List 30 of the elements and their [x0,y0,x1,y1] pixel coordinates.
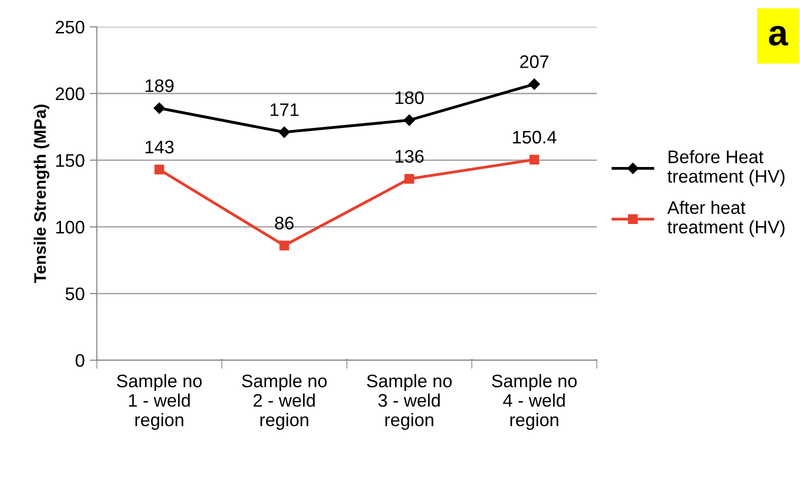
y-tick-label: 250 [56,20,84,34]
legend-label: After heat treatment (HV) [667,200,784,238]
y-axis-title: Tensile Strength (MPa) [34,104,50,283]
point [154,164,164,174]
data-label: 171 [270,104,298,116]
y-tick-label: 0 [76,354,84,367]
y-tick-label: 50 [66,287,84,300]
point [404,114,415,126]
point [279,240,290,250]
y-tick-label: 200 [56,87,84,100]
point [278,126,290,138]
point [404,174,414,184]
text: a [768,26,788,46]
y-tick-label: 100 [56,220,84,234]
data-label: 150.4 [513,130,556,144]
data-label: 207 [520,55,548,68]
point [529,154,540,165]
data-label: 189 [146,79,174,92]
data-label: 180 [396,91,424,104]
legend-label: Before Heat treatment (HV) [667,150,784,186]
point [154,102,165,114]
x-tick-label: Sample no 2 - weld region [242,374,327,430]
x-tick-label: Sample no 1 - weld region [116,374,202,430]
data-label: 136 [396,150,424,163]
x-tick-label: Sample no 4 - weld region [492,374,577,430]
data-label: 86 [275,216,294,230]
y-tick-label: 150 [56,154,84,167]
point [528,78,540,90]
x-tick-label: Sample no 3 - weld region [366,374,452,430]
data-label: 143 [146,140,174,154]
